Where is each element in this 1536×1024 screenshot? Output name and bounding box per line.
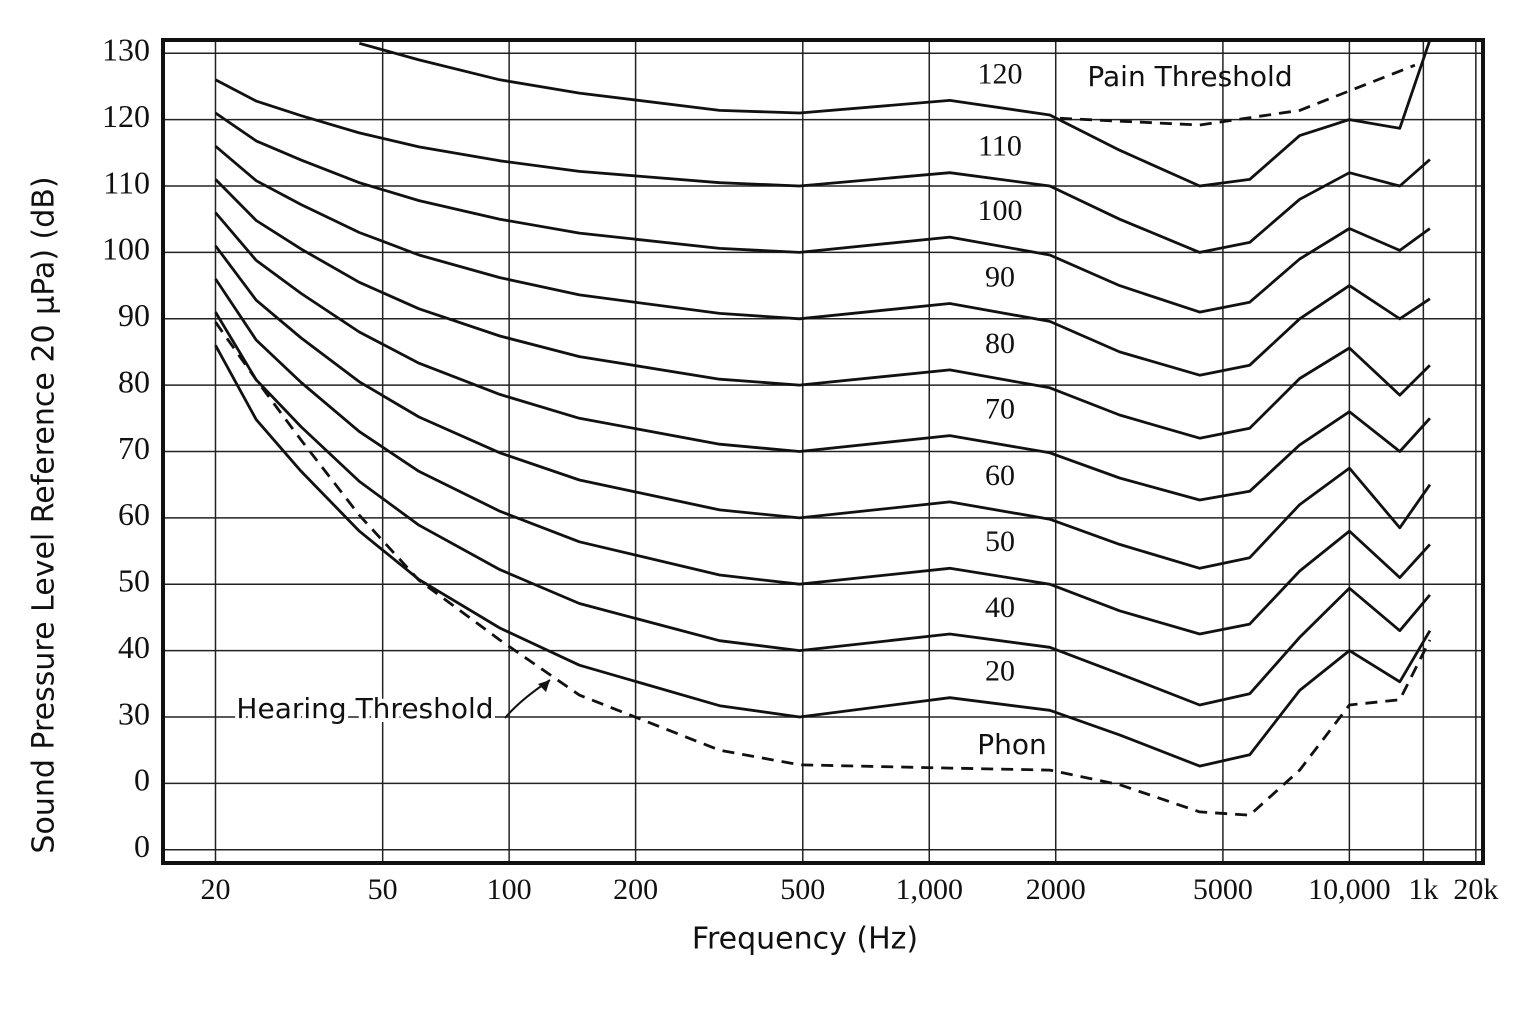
x-tick-label: 1k <box>1408 873 1438 906</box>
x-tick-label: 2000 <box>1026 873 1086 906</box>
contour-curve <box>214 311 1431 707</box>
y-tick-label: 90 <box>118 297 150 333</box>
curve-label: 70 <box>985 392 1015 425</box>
x-tick-label: 50 <box>368 873 398 906</box>
arrow-head <box>538 680 550 692</box>
y-tick-label: 60 <box>118 496 150 532</box>
x-axis-label: Frequency (Hz) <box>692 922 918 957</box>
y-tick-label: 30 <box>118 695 150 731</box>
x-tick-label: 500 <box>780 873 825 906</box>
contour-curve <box>214 211 1431 502</box>
curves <box>214 40 1432 817</box>
y-tick-label: 110 <box>103 164 150 200</box>
curve-label: 90 <box>985 260 1015 293</box>
contour-curve <box>214 78 1431 254</box>
curve-label: 50 <box>985 525 1015 558</box>
contour-curve <box>214 111 1431 314</box>
x-tick-label: 200 <box>613 873 658 906</box>
x-tick-label: 5000 <box>1193 873 1253 906</box>
y-tick-label: 50 <box>118 563 150 599</box>
contour-curve <box>214 244 1432 570</box>
y-tick-label: 80 <box>118 363 150 399</box>
contour-curve <box>358 40 1432 188</box>
curve-label: Pain Threshold <box>1087 60 1292 93</box>
curve-label: 120 <box>978 57 1023 90</box>
curve-label: 60 <box>985 459 1015 492</box>
y-tick-label: 70 <box>118 430 150 466</box>
plot-frame <box>161 38 1485 865</box>
contour-curve <box>214 344 1432 768</box>
x-tick-label: 10,000 <box>1308 873 1391 906</box>
y-tick-label: 100 <box>102 231 150 267</box>
contour-curve <box>214 178 1431 440</box>
x-tick-label: 20 <box>200 873 230 906</box>
labels: 130 120 110 100 90 80 70 60 50 40 30 0 0 20 50 100 200 50… <box>102 32 1498 906</box>
dashed-curve <box>1059 63 1416 127</box>
x-tick-label: 1,000 <box>896 873 964 906</box>
curve-label: 20 <box>985 655 1015 688</box>
y-tick-label: 40 <box>118 629 150 665</box>
annotation: Phon <box>977 728 1047 761</box>
y-tick-label: 120 <box>102 98 150 134</box>
curve-label: 40 <box>985 591 1015 624</box>
contour-curve <box>214 278 1431 636</box>
curve-label: Hearing Threshold <box>236 692 493 725</box>
x-tick-label: 100 <box>487 873 532 906</box>
curve-label: 100 <box>978 194 1023 227</box>
curve-label: 80 <box>985 327 1015 360</box>
y-tick-label: 130 <box>102 32 150 68</box>
curve-label: 110 <box>978 130 1022 163</box>
y-axis-label: Sound Pressure Level Reference 20 μPa) (… <box>27 176 62 853</box>
y-tick-label: 0 <box>134 828 150 864</box>
dashed-curve <box>214 321 1432 817</box>
y-tick-label: 0 <box>134 762 150 798</box>
x-tick-label: 20k <box>1453 873 1498 906</box>
contour-curve <box>214 145 1431 377</box>
